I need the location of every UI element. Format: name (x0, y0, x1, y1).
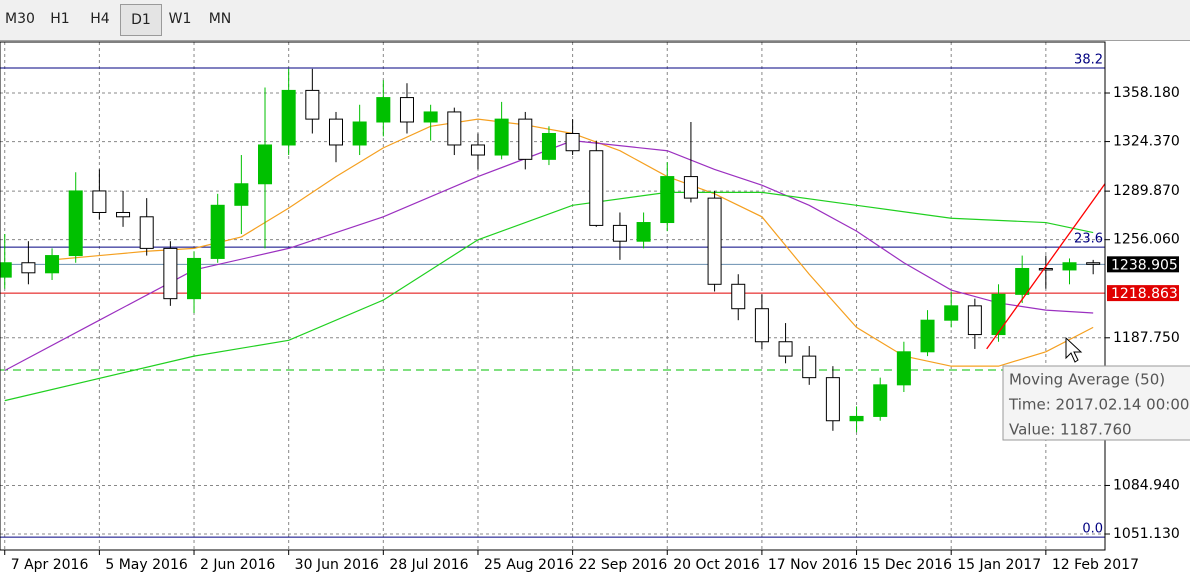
candle-body (636, 222, 651, 242)
candle-body (187, 257, 202, 300)
x-tick-label: 15 Jan 2017 (957, 557, 1041, 573)
x-tick-label: 22 Sep 2016 (579, 557, 668, 573)
candle-body (967, 305, 982, 336)
candle-body (328, 118, 344, 146)
cursor (1065, 336, 1083, 363)
candle-body (281, 89, 296, 146)
timeframe-button[interactable]: H1 (50, 11, 70, 27)
candle-body (0, 262, 12, 278)
y-tick-label: 1358.180 (1113, 85, 1180, 101)
candle-body (1062, 262, 1077, 271)
y-tick-label: 1324.370 (1113, 134, 1180, 150)
candle-body (352, 121, 367, 146)
price-box-label: 1238.905 (1111, 257, 1178, 273)
x-tick-label: 30 Jun 2016 (295, 557, 379, 573)
candle-body (731, 283, 746, 310)
tooltip (1002, 365, 1190, 441)
candle-body (258, 144, 273, 185)
moving-average (4, 191, 1094, 402)
x-tick-label: 20 Oct 2016 (673, 557, 760, 573)
candle-body (849, 415, 864, 422)
timeframe-button[interactable]: D1 (120, 4, 162, 36)
candle-body (234, 183, 249, 206)
candle-body (991, 293, 1006, 336)
candle-body (423, 111, 438, 123)
tooltip-text: Moving Average (50) (1009, 371, 1165, 389)
candle-body (1015, 267, 1030, 295)
toolbar: M30 H1 H4 D1 W1 MN (0, 0, 1190, 41)
x-tick-label: 17 Nov 2016 (768, 557, 858, 573)
x-tick-label: 15 Dec 2016 (863, 557, 953, 573)
tooltip-text: Time: 2017.02.14 00:00 (1008, 396, 1189, 414)
timeframe-button[interactable]: MN (208, 11, 232, 27)
candle-body (1038, 267, 1053, 271)
candle-body (541, 132, 556, 160)
x-tick-label: 5 May 2016 (105, 557, 187, 573)
candle-body (376, 97, 391, 123)
candle-body (612, 224, 627, 242)
candle-body (873, 384, 888, 417)
candle-body (920, 319, 935, 353)
candle-body (21, 262, 36, 274)
trendline (986, 183, 1105, 350)
candle-body (116, 211, 131, 218)
plot-frame (0, 41, 1106, 551)
y-tick-label: 1051.130 (1113, 526, 1180, 542)
x-tick-label: 7 Apr 2016 (11, 557, 89, 573)
candle-body (660, 176, 675, 224)
candle-body (565, 132, 580, 152)
fib-label: 0.0 (1082, 522, 1103, 537)
x-tick-label: 2 Jun 2016 (200, 557, 275, 573)
candle-body (447, 111, 462, 146)
x-tick-label: 12 Feb 2017 (1052, 557, 1139, 573)
moving-average (4, 140, 1094, 371)
plot-area (0, 42, 1105, 550)
candle-body (139, 216, 154, 249)
candle-body (825, 377, 840, 422)
candle-body (778, 341, 793, 357)
candle-body (589, 150, 604, 226)
candle-body (1086, 262, 1101, 265)
candle-body (92, 190, 107, 213)
fib-label: 38.2 (1074, 52, 1103, 67)
candle-body (163, 247, 178, 300)
candle-body (896, 351, 911, 386)
price-box (1107, 285, 1179, 302)
y-tick-label: 1084.940 (1113, 477, 1180, 493)
x-tick-label: 25 Aug 2016 (484, 557, 574, 573)
candle-body (68, 190, 83, 257)
timeframe-button[interactable]: M30 (5, 11, 35, 27)
candle-body (399, 97, 414, 123)
candle-body (45, 255, 60, 274)
candle-body (470, 144, 485, 156)
price-box-label: 1218.863 (1111, 286, 1178, 302)
candle-body (518, 118, 533, 160)
candle-body (754, 308, 769, 343)
candle-body (683, 176, 698, 199)
candle-body (210, 204, 225, 259)
candle-body (802, 355, 817, 379)
price-box (1107, 256, 1179, 273)
x-tick-label: 28 Jul 2016 (389, 557, 468, 573)
candle-body (494, 118, 509, 156)
timeframe-button[interactable]: W1 (168, 11, 192, 27)
y-tick-label: 1289.870 (1113, 183, 1180, 199)
candle-body (944, 305, 959, 321)
timeframe-button[interactable]: H4 (90, 11, 110, 27)
y-tick-label: 1256.060 (1113, 232, 1180, 248)
candle-body (305, 89, 320, 120)
candle-body (707, 197, 722, 285)
y-tick-label: 1187.750 (1113, 330, 1180, 346)
fib-label: 23.6 (1074, 232, 1103, 247)
tooltip-text: Value: 1187.760 (1009, 421, 1132, 439)
